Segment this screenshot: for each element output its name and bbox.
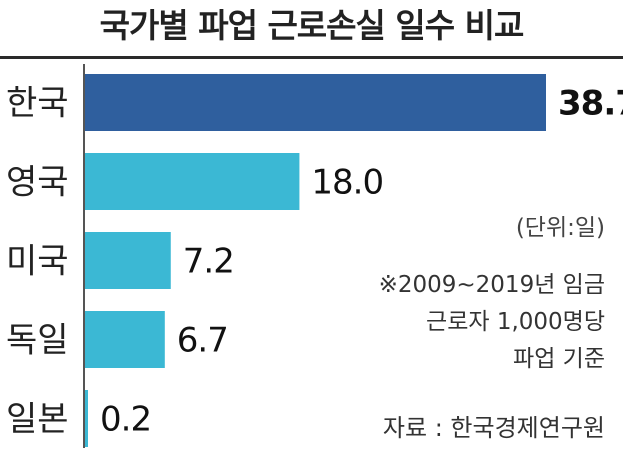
category-label-1: 영국 bbox=[6, 163, 69, 203]
value-label-4: 0.2 bbox=[100, 400, 151, 440]
chart-title: 국가별 파업 근로손실 일수 비교 bbox=[99, 6, 525, 45]
value-label-2: 7.2 bbox=[183, 242, 234, 282]
bar-group: 한국 38.7 영국 18.0 미국 7.2 독일 6.7 일본 0.2 bbox=[6, 74, 623, 447]
footnote-line-2: 근로자 1,000명당 bbox=[426, 309, 605, 335]
bar-3 bbox=[85, 311, 165, 368]
source-note: 자료 : 한국경제연구원 bbox=[382, 414, 605, 442]
category-label-2: 미국 bbox=[6, 242, 69, 282]
value-label-3: 6.7 bbox=[177, 321, 228, 361]
category-label-0: 한국 bbox=[6, 84, 69, 124]
footnote-line-3: 파업 기준 bbox=[513, 346, 605, 372]
value-label-1: 18.0 bbox=[311, 163, 383, 203]
bar-4 bbox=[85, 390, 88, 447]
bar-2 bbox=[85, 232, 171, 289]
unit-note: (단위:일) bbox=[515, 215, 605, 241]
value-label-0: 38.7 bbox=[558, 84, 623, 124]
category-label-4: 일본 bbox=[6, 400, 69, 440]
bar-0 bbox=[85, 74, 546, 131]
footnote-line-1: ※2009~2019년 임금 bbox=[378, 272, 605, 298]
bar-1 bbox=[85, 153, 300, 210]
title-divider bbox=[0, 56, 623, 59]
category-label-3: 독일 bbox=[6, 321, 69, 361]
